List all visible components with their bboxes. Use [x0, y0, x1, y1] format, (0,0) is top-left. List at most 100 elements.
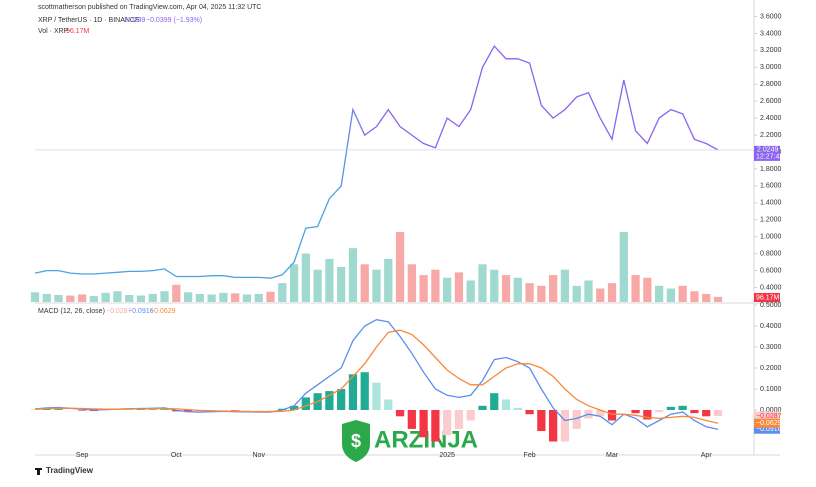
- volume-bar: [313, 269, 322, 302]
- histogram-bar: [407, 410, 416, 429]
- footer-logo: [35, 468, 42, 475]
- volume-bar: [419, 275, 428, 302]
- volume-bar: [337, 267, 346, 302]
- price-tag: [754, 145, 780, 161]
- y-tick-label: 1.0000: [760, 234, 782, 241]
- volume-bar: [537, 285, 546, 302]
- y-tick-label: 0.3000: [760, 344, 782, 351]
- histogram-bar: [537, 410, 546, 431]
- histogram-bar: [54, 409, 63, 410]
- y-tick-label: 0.5000: [760, 302, 782, 309]
- histogram-bar: [501, 399, 511, 410]
- histogram-bar: [678, 405, 687, 410]
- histogram-bar: [690, 410, 699, 414]
- volume-bar: [596, 288, 605, 302]
- histogram-bar: [596, 410, 605, 417]
- macd-tag-label: −0.0916: [756, 426, 782, 433]
- svg-text:$: $: [351, 431, 361, 451]
- y-tick-label: 0.4000: [760, 284, 782, 291]
- macd-signal-last: −0.0629: [150, 308, 176, 315]
- volume-bar: [678, 285, 687, 302]
- histogram-bar: [713, 410, 723, 417]
- y-tick-label: 2.4000: [760, 115, 782, 122]
- volume-bar: [289, 264, 299, 302]
- volume-bar: [643, 277, 652, 302]
- volume-bar: [113, 291, 122, 302]
- volume-bar: [195, 293, 204, 302]
- y-tick-label: 0.4000: [760, 323, 782, 330]
- volume-bar: [254, 293, 263, 302]
- histogram-bar: [384, 399, 393, 410]
- y-tick-label: 1.8000: [760, 166, 782, 173]
- volume-bar: [207, 294, 216, 302]
- histogram-bar: [431, 410, 440, 442]
- volume-bar: [560, 269, 570, 302]
- volume-tag: [754, 293, 780, 302]
- histogram-bar: [337, 389, 346, 410]
- volume-bar: [360, 264, 369, 302]
- y-tick-label: 1.2000: [760, 217, 782, 224]
- volume-bar: [372, 269, 381, 302]
- volume-bar: [160, 291, 169, 302]
- histogram-bar: [607, 410, 617, 421]
- volume-bar: [172, 284, 181, 302]
- volume-bar: [148, 293, 157, 302]
- line-2: [34, 329, 719, 424]
- volume-bar: [42, 293, 51, 302]
- volume-bar: [702, 293, 711, 302]
- y-tick-label: 3.6000: [760, 13, 782, 20]
- histogram-bar: [454, 410, 464, 429]
- volume-bar: [407, 264, 416, 302]
- macd-tag-label: −0.0287: [756, 413, 782, 420]
- volume-bar: [654, 285, 664, 302]
- volume-bar: [490, 269, 499, 302]
- symbol-title: XRP / TetherUS · 1D · BINANCE: [38, 17, 140, 24]
- x-tick-label: Oct: [171, 452, 182, 459]
- volume-bar: [136, 295, 146, 302]
- histogram-bar: [348, 374, 358, 410]
- histogram-bar: [631, 410, 640, 414]
- x-tick-label: 2025: [439, 452, 455, 459]
- x-tick-label: Nov: [253, 452, 266, 459]
- footer: TradingView: [46, 466, 94, 475]
- y-tick-label: 2.6000: [760, 98, 782, 105]
- y-tick-label: 1.4000: [760, 200, 782, 207]
- y-tick-label: 3.2000: [760, 47, 782, 54]
- volume-bar: [431, 269, 440, 302]
- macd-hist-last: −0.0287: [106, 308, 132, 315]
- volume-bar: [384, 258, 393, 302]
- histogram-bar: [654, 410, 664, 413]
- publisher: scottmatherson published on TradingView.…: [38, 4, 261, 11]
- macd-line-last: −0.0916: [128, 308, 154, 315]
- macd-tag: [754, 418, 780, 428]
- histogram-bar: [572, 410, 581, 429]
- volume-bar: [219, 292, 228, 302]
- x-tick-label: Apr: [701, 452, 713, 459]
- countdown: 12:27:42: [756, 154, 783, 161]
- volume-bar: [549, 275, 558, 302]
- volume-last: 96.17M: [66, 28, 90, 35]
- y-tick-label: 3.4000: [760, 30, 782, 37]
- price-tag-label: 2.0249: [757, 147, 779, 154]
- histogram-bar: [77, 410, 87, 411]
- histogram-bar: [560, 410, 570, 442]
- volume-bar: [607, 283, 617, 302]
- histogram-bar: [666, 406, 676, 410]
- volume-bar: [690, 291, 699, 302]
- histogram-bar: [525, 410, 534, 415]
- volume-bar: [466, 280, 475, 302]
- volume-bar: [572, 285, 581, 302]
- volume-bar: [478, 264, 487, 302]
- volume-bar: [30, 292, 40, 302]
- y-tick-label: 0.0000: [760, 407, 782, 414]
- histogram-bar: [372, 382, 381, 410]
- volume-title: Vol · XRP: [38, 28, 69, 35]
- last-price: 2.0249: [124, 17, 146, 24]
- histogram-bar: [419, 410, 428, 438]
- volume-bar: [54, 295, 63, 302]
- macd-title: MACD (12, 26, close): [38, 308, 105, 315]
- y-tick-label: 0.8000: [760, 250, 782, 257]
- histogram-bar: [325, 391, 334, 410]
- volume-bar: [101, 292, 110, 302]
- histogram-bar: [443, 410, 452, 436]
